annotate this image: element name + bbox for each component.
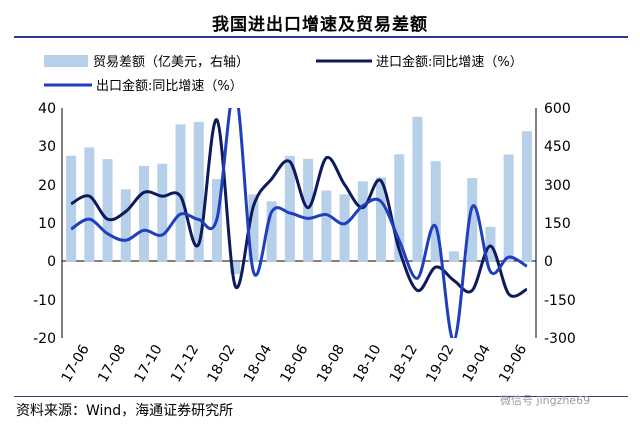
footer-rule [14,396,628,397]
trade-balance-bar [230,261,241,275]
left-tick-label: -20 [33,331,56,347]
x-tick-label: 17-06 [59,342,93,385]
legend-label-import: 进口金额:同比增速（%） [376,54,523,70]
left-tick-labels: 40 30 20 10 0 -10 -20 [33,101,56,347]
chart-title: 我国进出口增速及贸易差额 [212,15,428,35]
right-tick-label: -300 [544,331,576,347]
source-note: 资料来源：Wind，海通证券研究所 [16,403,234,419]
trade-balance-bar [412,116,423,262]
x-tick-labels: 17-06 17-08 17-10 17-12 18-02 18-04 18-06 18-08… [59,342,531,385]
trade-balance-bar [303,158,314,262]
export-growth-line [70,108,528,338]
trade-balance-bar [102,159,113,262]
trade-chart: 贸易差额（亿美元，右轴） 进口金额:同比增速（%） 出口金额:同比增速（%） 4… [33,54,576,385]
trade-balance-bar [284,155,295,262]
x-tick-label: 18-08 [314,342,348,385]
watermark: 微信号 jingzhe69 [500,394,591,407]
trade-balance-bar [175,124,186,262]
trade-balance-bar [193,121,204,262]
trade-balance-bar [120,189,131,262]
x-tick-label: 19-02 [423,342,457,385]
right-tick-labels: 600 450 300 150 0 -150 -300 [544,101,576,347]
trade-balance-bar [430,161,441,262]
legend: 贸易差额（亿美元，右轴） 进口金额:同比增速（%） 出口金额:同比增速（%） [44,54,523,94]
trade-balance-bar [485,226,496,262]
trade-balance-bar [321,190,332,262]
left-tick-label: -10 [33,293,56,309]
right-tick-label: 150 [544,216,571,232]
x-tick-label: 17-08 [95,342,129,385]
trade-balance-bar [503,154,514,262]
legend-label-trade-balance: 贸易差额（亿美元，右轴） [93,55,249,70]
title-rule [14,36,628,38]
right-tick-label: -150 [544,293,576,309]
trade-balance-bar [376,177,387,262]
right-tick-label: 300 [544,178,571,194]
right-tick-label: 0 [544,254,553,270]
legend-label-export: 出口金额:同比增速（%） [96,78,243,94]
trade-balance-bar [467,178,478,262]
x-tick-label: 18-10 [350,342,384,385]
trade-balance-bar [248,194,259,262]
import-growth-line [70,118,528,298]
trade-balance-bar [139,166,150,262]
x-tick-label: 18-02 [204,342,238,385]
trade-balance-bar [66,155,77,262]
x-tick-label: 18-04 [241,342,275,385]
trade-balance-bar [448,251,459,262]
x-tick-label: 18-06 [277,342,311,385]
x-tick-label: 17-10 [132,342,166,385]
legend-swatch-trade-balance [44,55,88,67]
left-tick-label: 0 [47,254,56,270]
x-tick-label: 17-12 [168,342,202,385]
trade-balance-bar [339,194,350,262]
trade-balance-bar [157,163,168,262]
trade-balance-bar [521,131,532,262]
right-tick-label: 450 [544,139,571,155]
right-tick-label: 600 [544,101,571,117]
trade-balance-bar [84,147,95,262]
left-tick-label: 10 [38,216,56,232]
x-tick-label: 19-04 [460,342,494,385]
trade-balance-bars [66,116,532,275]
left-tick-label: 40 [38,101,56,117]
left-tick-label: 20 [38,178,56,194]
x-tick-label: 19-06 [496,342,530,385]
trade-balance-bar [394,154,405,262]
trade-balance-bar [266,201,277,262]
trade-balance-bar [357,181,368,262]
left-tick-label: 30 [38,139,56,155]
x-tick-label: 18-12 [387,342,421,385]
